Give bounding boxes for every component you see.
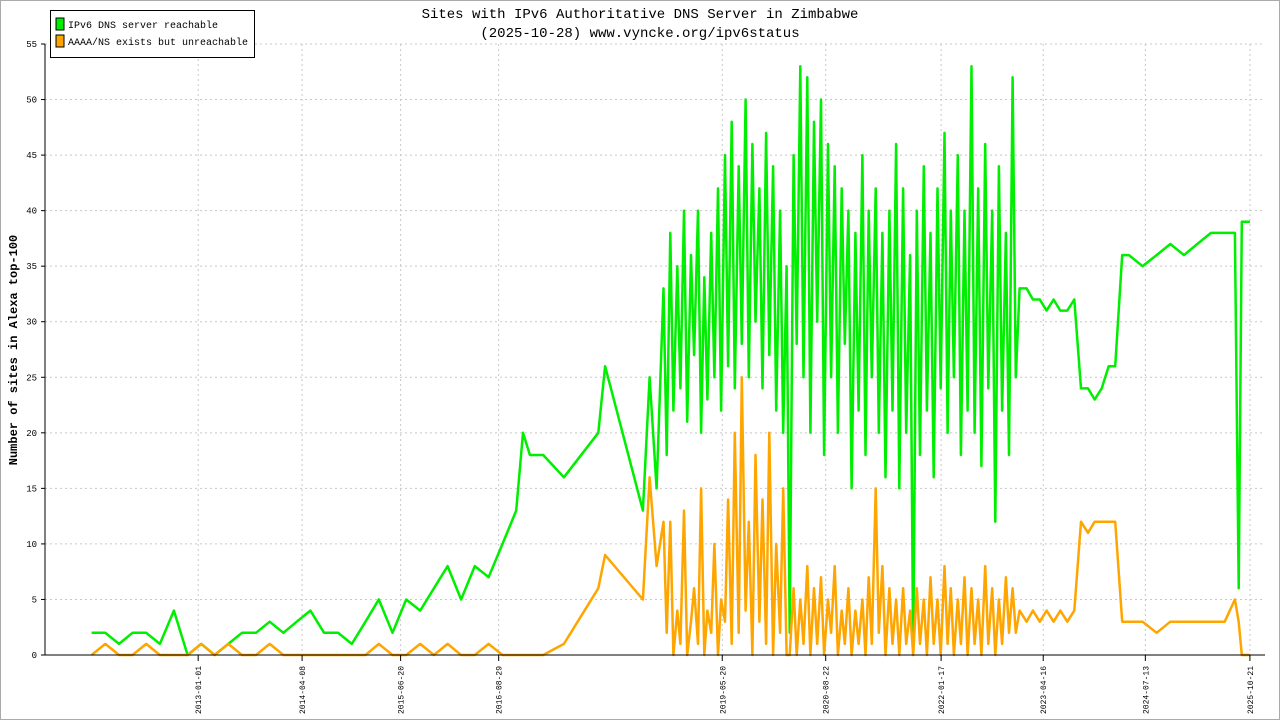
series-line	[91, 64, 1250, 657]
axes: 0 5 10 15 20 25 30 35 40 45 50 55 2013-01-01 2014-04-…	[26, 40, 1265, 714]
y-tick-label: 15	[26, 484, 37, 494]
y-tick-label: 0	[32, 651, 37, 661]
x-tick-label: 2016-08-29	[496, 666, 505, 714]
x-tick-label: 2022-01-17	[938, 666, 947, 714]
x-tick-label: 2014-04-08	[299, 666, 308, 714]
legend: IPv6 DNS server reachable AAAA/NS exists …	[50, 10, 255, 58]
y-tick-label: 55	[26, 40, 37, 50]
x-tick-label: 2015-06-20	[398, 666, 407, 714]
legend-box	[50, 10, 255, 58]
x-tick-label: 2025-10-21	[1247, 666, 1256, 714]
chart-subtitle: (2025-10-28) www.vyncke.org/ipv6status	[480, 26, 799, 42]
plot	[90, 64, 1250, 657]
y-tick-label: 30	[26, 318, 37, 328]
chart-title: Sites with IPv6 Authoritative DNS Server…	[422, 7, 859, 23]
series-line	[90, 376, 1250, 657]
y-tick-label: 20	[26, 429, 37, 439]
legend-label: AAAA/NS exists but unreachable	[68, 37, 248, 49]
legend-label: IPv6 DNS server reachable	[68, 20, 218, 32]
y-tick-label: 45	[26, 151, 37, 161]
y-tick-label: 5	[32, 595, 37, 605]
y-axis-label: Number of sites in Alexa top-100	[7, 235, 21, 465]
x-tick-label: 2013-01-01	[195, 666, 204, 714]
x-tick-label: 2024-07-13	[1142, 666, 1151, 714]
x-tick-label: 2023-04-16	[1040, 666, 1049, 714]
y-tick-label: 40	[26, 207, 37, 217]
y-tick-label: 10	[26, 540, 37, 550]
legend-swatch	[55, 34, 65, 48]
y-tick-label: 25	[26, 373, 37, 383]
x-tick-label: 2019-05-20	[719, 666, 728, 714]
y-tick-label: 50	[26, 96, 37, 106]
legend-swatch	[55, 17, 65, 31]
y-tick-label: 35	[26, 262, 37, 272]
x-tick-label: 2020-08-22	[823, 666, 832, 714]
